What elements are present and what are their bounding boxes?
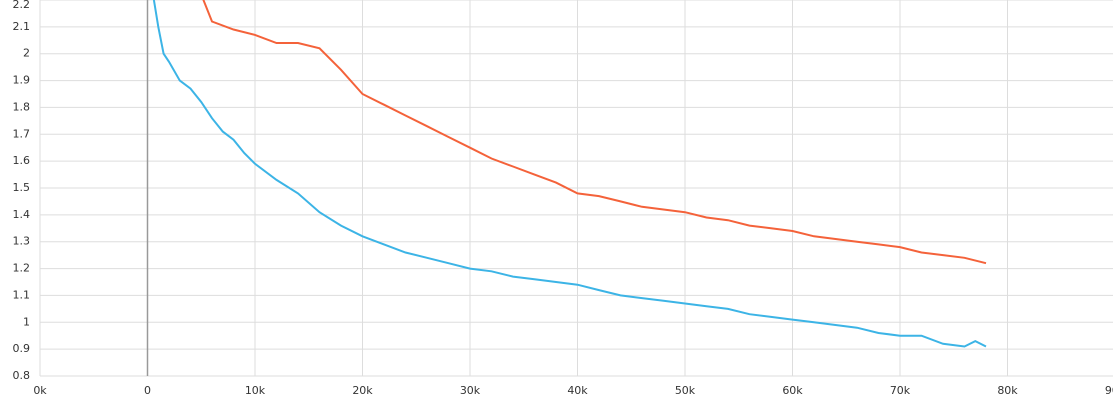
y-tick-label: 1.1 <box>13 288 31 301</box>
y-tick-label: 2 <box>23 47 30 60</box>
y-tick-label: 2.2 <box>13 0 31 11</box>
x-tick-label: 80k <box>997 384 1018 397</box>
y-tick-label: 1.9 <box>13 74 31 87</box>
x-tick-label: 70k <box>890 384 911 397</box>
x-tick-label: 60k <box>782 384 803 397</box>
x-tick-label: 20k <box>352 384 373 397</box>
y-tick-label: 2.1 <box>13 20 31 33</box>
y-tick-label: 1.3 <box>13 235 31 248</box>
series-line <box>152 0 987 348</box>
x-tick-label: 40k <box>567 384 588 397</box>
x-tick-label: 10k <box>245 384 266 397</box>
y-tick-label: 1.4 <box>13 208 31 221</box>
y-tick-label: 1.2 <box>13 262 31 275</box>
series-line <box>202 0 987 265</box>
y-tick-label: 0.8 <box>13 369 31 382</box>
y-tick-label: 1 <box>23 315 30 328</box>
y-tick-label: 0.9 <box>13 342 31 355</box>
x-tick-label: 0k <box>33 384 47 397</box>
y-tick-label: 1.5 <box>13 181 31 194</box>
y-tick-label: 1.6 <box>13 154 31 167</box>
x-tick-label: 50k <box>675 384 696 397</box>
x-tick-label: 90k <box>1105 384 1113 397</box>
y-tick-label: 1.8 <box>13 100 31 113</box>
x-tick-label: 30k <box>460 384 481 397</box>
x-tick-label: 0 <box>144 384 151 397</box>
plot-area <box>152 0 987 348</box>
y-tick-label: 1.7 <box>13 127 31 140</box>
